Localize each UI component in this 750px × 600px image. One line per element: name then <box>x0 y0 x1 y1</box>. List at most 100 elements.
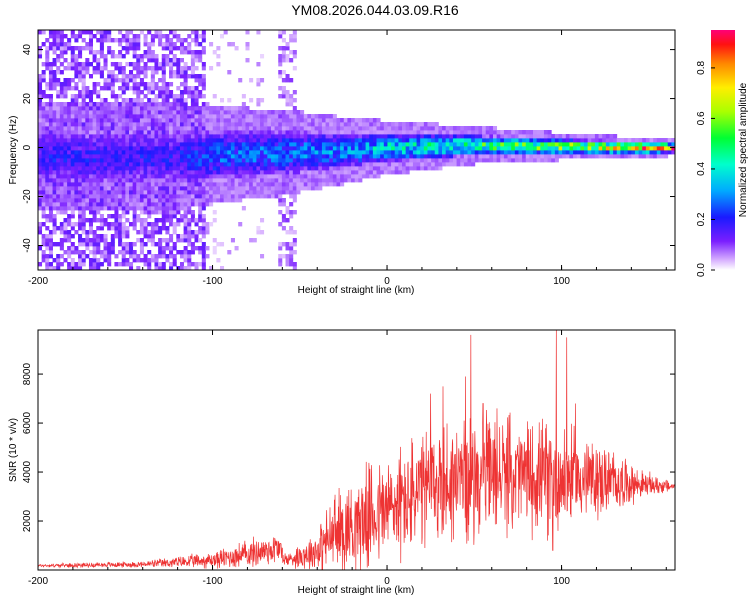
spectrogram-cell <box>307 150 312 155</box>
spectrogram-cell <box>88 142 93 147</box>
spectrogram-cell <box>274 166 279 171</box>
spectrogram-cell <box>41 186 46 191</box>
spectrogram-cell <box>194 50 199 55</box>
spectrogram-cell <box>161 146 166 151</box>
spectrogram-cell <box>300 134 305 139</box>
spectrogram-cell <box>99 262 104 267</box>
spectrogram-cell <box>285 230 290 235</box>
spectrogram-cell <box>92 234 97 239</box>
spectrogram-cell <box>467 162 472 167</box>
spectrogram-cell <box>45 246 50 251</box>
spectrogram-cell <box>223 170 228 175</box>
spectrogram-cell <box>634 150 639 155</box>
spectrogram-cell <box>121 98 126 103</box>
spectrogram-cell <box>190 150 195 155</box>
spectrogram-cell <box>63 94 68 99</box>
spectrogram-cell <box>85 118 90 123</box>
spectrogram-cell <box>78 102 83 107</box>
spectrogram-cell <box>281 122 286 127</box>
spectrogram-cell <box>380 142 385 147</box>
spectrogram-cell <box>347 146 352 151</box>
spectrogram-cell <box>176 110 181 115</box>
spectrogram-cell <box>314 158 319 163</box>
spectrogram-cell <box>99 134 104 139</box>
spectrogram-cell <box>274 142 279 147</box>
spectrogram-cell <box>96 130 101 135</box>
spectrogram-cell <box>81 106 86 111</box>
spectrogram-cell <box>220 106 225 111</box>
spectrogram-cell <box>179 138 184 143</box>
spectrogram-cell <box>59 142 64 147</box>
colorbar-ticks: 0.00.20.40.60.8 <box>696 61 715 277</box>
spectrogram-cell <box>332 138 337 143</box>
spectrogram-cell <box>161 198 166 203</box>
spectrogram-cell <box>438 158 443 163</box>
spectrogram-cell <box>212 94 217 99</box>
spectrogram-cell <box>514 154 519 159</box>
spectrogram-cell <box>132 66 137 71</box>
spectrogram-cell <box>427 122 432 127</box>
spectrogram-cell <box>132 62 137 67</box>
spectrogram-cell <box>143 254 148 259</box>
spectrogram-cell <box>52 34 57 39</box>
spectrogram-cell <box>169 58 174 63</box>
spectrogram-cell <box>45 254 50 259</box>
spectrogram-cell <box>325 142 330 147</box>
spectrogram-cell <box>183 206 188 211</box>
spectrogram-cell <box>161 222 166 227</box>
spectrogram-cell <box>260 142 265 147</box>
spectrogram-cell <box>52 194 57 199</box>
spectrogram-cell <box>59 198 64 203</box>
spectrogram-cell <box>96 82 101 87</box>
spectrogram-cells <box>38 30 676 271</box>
spectrogram-cell <box>136 214 141 219</box>
spectrogram-cell <box>118 242 123 247</box>
spectrogram-cell <box>161 190 166 195</box>
spectrogram-cell <box>110 150 115 155</box>
spectrogram-cell <box>274 190 279 195</box>
spectrogram-cell <box>161 154 166 159</box>
spectrogram-cell <box>48 110 53 115</box>
spectrogram-cell <box>183 38 188 43</box>
spectrogram-cell <box>172 198 177 203</box>
spectrogram-cell <box>238 146 243 151</box>
spectrogram-cell <box>234 158 239 163</box>
spectrogram-cell <box>376 134 381 139</box>
spectrogram-cell <box>172 118 177 123</box>
spectrogram-cell <box>347 158 352 163</box>
spectrogram-cell <box>158 206 163 211</box>
spectrogram-cell <box>129 202 134 207</box>
spectrogram-cell <box>150 234 155 239</box>
spectrogram-cell <box>118 186 123 191</box>
spectrogram-cell <box>154 102 159 107</box>
spectrogram-cell <box>179 194 184 199</box>
spectrogram-cell <box>285 142 290 147</box>
spectrogram-cell <box>78 254 83 259</box>
spectrogram-cell <box>260 78 265 83</box>
spectrogram-cell <box>81 94 86 99</box>
spectrogram-cell <box>190 234 195 239</box>
spectrogram-cell <box>249 114 254 119</box>
spectrogram-cell <box>460 150 465 155</box>
spectrogram-cell <box>518 142 523 147</box>
spectrogram-cell <box>99 186 104 191</box>
spectrogram-cell <box>241 162 246 167</box>
spectrogram-cell <box>176 222 181 227</box>
spectrogram-cell <box>132 218 137 223</box>
spectrogram-cell <box>158 30 163 35</box>
spectrogram-cell <box>187 114 192 119</box>
spectrogram-cell <box>278 110 283 115</box>
spectrogram-cell <box>81 38 86 43</box>
spectrogram-cell <box>74 262 79 267</box>
spectrogram-cell <box>252 122 257 127</box>
spectrogram-cell <box>285 186 290 191</box>
spectrogram-cell <box>245 146 250 151</box>
spectrogram-cell <box>56 34 61 39</box>
spectrogram-cell <box>220 162 225 167</box>
spectrogram-cell <box>150 118 155 123</box>
spectrogram-cell <box>154 70 159 75</box>
spectrogram-cell <box>434 142 439 147</box>
spectrogram-cell <box>212 162 217 167</box>
spectrogram-cell <box>289 122 294 127</box>
spectrogram-cell <box>456 154 461 159</box>
